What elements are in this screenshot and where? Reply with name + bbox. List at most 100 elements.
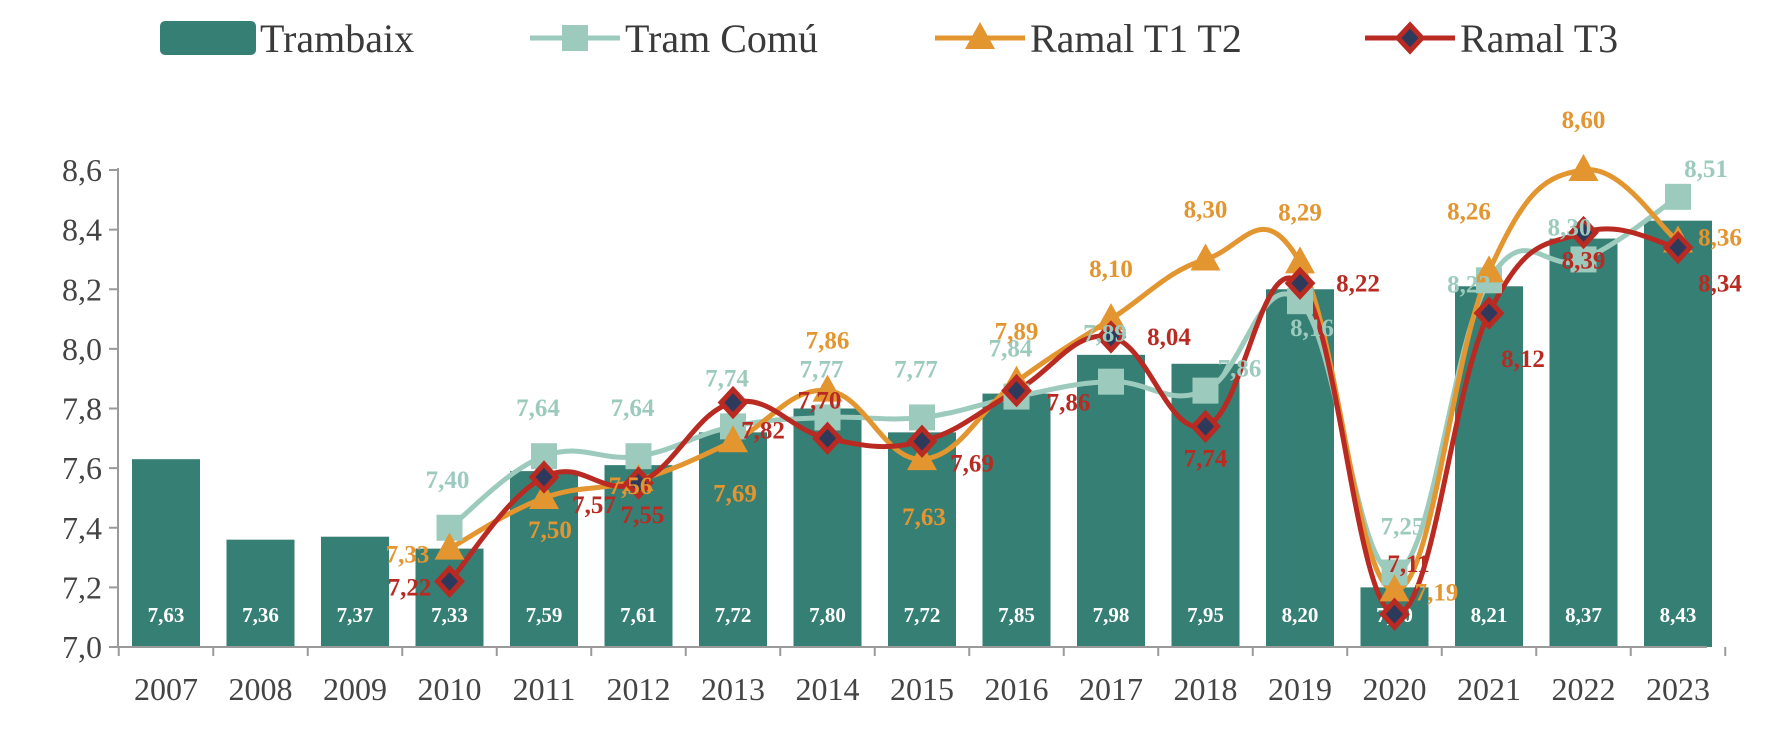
triangle-marker xyxy=(529,481,559,509)
y-tick-label: 8,6 xyxy=(62,152,102,188)
bar xyxy=(132,459,200,647)
point-value-label: 7,40 xyxy=(426,467,470,494)
diamond-marker xyxy=(1095,320,1127,354)
square-marker xyxy=(1665,183,1691,210)
x-tick-label: 2016 xyxy=(985,671,1049,707)
bar-value-label: 7,36 xyxy=(242,603,279,627)
point-value-label: 7,82 xyxy=(741,418,785,445)
point-value-label: 8,10 xyxy=(1089,256,1133,283)
diamond-marker xyxy=(717,385,749,420)
point-value-label: 8,30 xyxy=(1184,196,1228,223)
diamond-marker xyxy=(1379,597,1410,631)
point-value-label: 8,04 xyxy=(1147,324,1191,351)
square-marker xyxy=(1192,377,1219,404)
x-tick-label: 2020 xyxy=(1363,671,1427,707)
bar-value-label: 7,95 xyxy=(1187,603,1224,627)
diamond-marker xyxy=(1284,266,1316,300)
point-value-label: 7,77 xyxy=(800,356,844,383)
triangle-marker xyxy=(1379,574,1410,602)
legend-item: Tram Comú xyxy=(530,16,818,61)
x-tick-label: 2011 xyxy=(513,671,576,707)
legend-item: Ramal T1 T2 xyxy=(935,16,1242,61)
series-line xyxy=(448,167,1680,593)
x-tick-label: 2017 xyxy=(1079,671,1143,707)
bar-value-label: 7,61 xyxy=(620,603,657,627)
bar-value-label: 7,98 xyxy=(1093,603,1130,627)
diamond-marker xyxy=(1662,230,1694,265)
triangle-marker xyxy=(812,374,843,402)
triangle-marker xyxy=(1474,255,1504,283)
point-value-label: 7,64 xyxy=(516,395,560,422)
x-tick-label: 2018 xyxy=(1174,671,1238,707)
point-value-label: 7,63 xyxy=(902,504,946,531)
point-value-label: 7,56 xyxy=(609,473,653,500)
bar-value-label: 7,72 xyxy=(904,603,941,627)
x-tick-label: 2010 xyxy=(418,671,482,707)
point-value-label: 7,86 xyxy=(806,328,850,355)
axes-layer: 7,0 7,2 7,4 7,6 7,8 8,0 8,2 8,4 8,6 2007 2008 2009 2… xyxy=(62,152,1727,707)
point-value-label: 7,57 xyxy=(572,492,616,519)
diamond-marker xyxy=(812,421,843,455)
x-tick-label: 2022 xyxy=(1552,671,1616,707)
triangle-marker xyxy=(1190,243,1221,271)
x-tick-label: 2008 xyxy=(229,671,293,707)
x-tick-label: 2015 xyxy=(890,671,954,707)
point-value-label: 7,86 xyxy=(1218,356,1262,383)
diamond-marker xyxy=(1001,373,1032,408)
x-tick-label: 2019 xyxy=(1268,671,1332,707)
legend-label: Ramal T3 xyxy=(1460,16,1618,61)
x-tick-label: 2023 xyxy=(1646,671,1710,707)
point-value-label: 7,55 xyxy=(621,502,665,529)
bar xyxy=(321,536,389,647)
point-value-label: 8,22 xyxy=(1336,270,1380,297)
legend-label: Tram Comú xyxy=(625,16,818,61)
point-value-label: 7,69 xyxy=(713,480,757,507)
diamond-marker xyxy=(1473,296,1505,330)
point-value-label: 7,74 xyxy=(1184,445,1228,472)
bar-value-label: 7,85 xyxy=(998,603,1035,627)
point-value-label: 7,74 xyxy=(705,365,749,392)
x-tick-label: 2012 xyxy=(607,671,671,707)
bar-value-label: 7,80 xyxy=(809,603,846,627)
square-marker xyxy=(1570,246,1597,273)
lines-layer xyxy=(434,154,1694,631)
bar xyxy=(982,393,1051,647)
point-value-label: 8,34 xyxy=(1698,271,1742,298)
x-tick-label: 2009 xyxy=(323,671,387,707)
x-tick-label: 2007 xyxy=(134,671,198,707)
bar-value-label: 7,33 xyxy=(431,603,468,627)
bar-value-label: 8,20 xyxy=(1282,603,1319,627)
point-value-label: 8,29 xyxy=(1278,199,1322,226)
x-tick-label: 2013 xyxy=(701,671,765,707)
legend: Trambaix Tram Comú Ramal T1 T2 Ramal T3 xyxy=(160,16,1618,61)
y-tick-label: 7,4 xyxy=(62,510,102,546)
point-value-label: 7,11 xyxy=(1387,551,1429,578)
legend-triangle-marker xyxy=(965,22,995,49)
bar xyxy=(699,432,767,647)
point-value-label: 7,50 xyxy=(528,517,572,544)
point-value-label: 7,84 xyxy=(989,336,1033,363)
y-tick-label: 8,0 xyxy=(62,331,102,367)
bar-value-label: 7,63 xyxy=(148,603,185,627)
y-tick-label: 7,0 xyxy=(62,629,102,665)
point-value-label: 8,36 xyxy=(1698,225,1742,252)
point-value-label: 7,69 xyxy=(950,450,994,477)
bar-value-label: 8,37 xyxy=(1565,603,1602,627)
legend-square-marker xyxy=(562,25,588,51)
diamond-marker xyxy=(434,564,465,599)
legend-item: Ramal T3 xyxy=(1365,16,1618,61)
point-value-label: 8,30 xyxy=(1548,214,1592,241)
legend-diamond-marker xyxy=(1394,21,1426,55)
y-tick-label: 7,8 xyxy=(62,391,102,427)
diamond-marker xyxy=(906,424,938,458)
triangle-marker xyxy=(718,425,748,453)
bar xyxy=(1549,238,1618,647)
point-value-label: 8,60 xyxy=(1562,107,1606,134)
bar xyxy=(1644,220,1712,647)
bar-value-label: 8,43 xyxy=(1660,603,1697,627)
point-value-label: 7,19 xyxy=(1415,579,1459,606)
y-tick-label: 8,4 xyxy=(62,212,102,248)
triangle-marker xyxy=(434,532,465,560)
